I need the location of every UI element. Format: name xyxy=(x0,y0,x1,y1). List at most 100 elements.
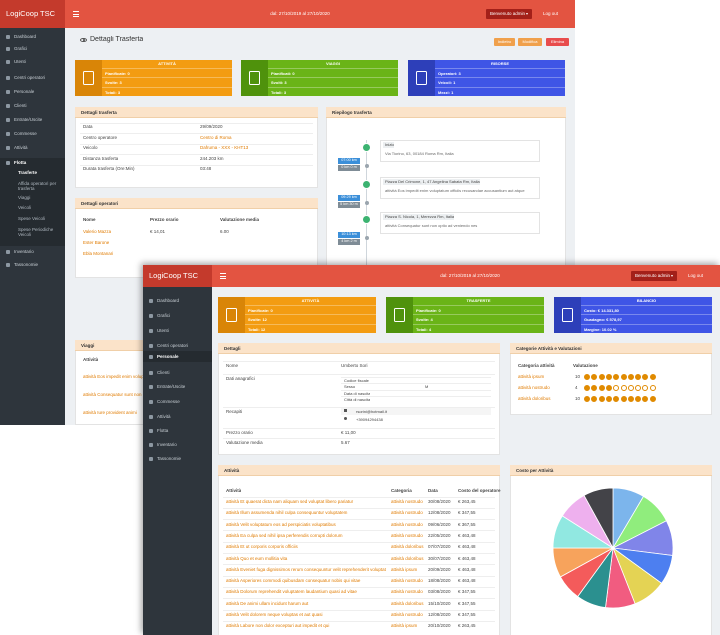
menu-item[interactable]: Attività xyxy=(143,411,212,422)
table-cell[interactable]: attività Et ut corporis corporis officii… xyxy=(226,544,298,550)
menu-toggle[interactable] xyxy=(220,273,226,279)
logo[interactable]: LogiCoop TSC xyxy=(143,265,212,287)
action-button[interactable]: Indietro xyxy=(494,38,515,46)
user-menu[interactable]: Benvenuto admin xyxy=(631,271,677,281)
menu-item[interactable]: Centri operatori xyxy=(0,73,65,83)
menu-item[interactable]: Personale xyxy=(0,87,65,97)
rating-label: 4 xyxy=(575,385,578,390)
table-cell[interactable]: attività Asperiores commodi quibusdam co… xyxy=(226,578,361,584)
menu-item[interactable]: Inventario xyxy=(0,247,65,257)
row-label: Dati anagrafici xyxy=(226,376,255,381)
table-cell[interactable]: attività Et quaerat dicta nam aliquam se… xyxy=(226,499,354,504)
panel-header: Dettagli xyxy=(218,343,500,354)
table-cell[interactable]: attività nostrudo xyxy=(391,612,423,617)
trip-link[interactable]: attività Consequatur sunt non optio xyxy=(83,392,153,397)
menu-toggle[interactable] xyxy=(73,11,79,17)
pie-slice[interactable] xyxy=(583,487,614,549)
menu-item[interactable]: Centri operatori xyxy=(143,340,212,351)
menu-item[interactable]: Clienti xyxy=(0,101,65,111)
table-cell[interactable]: attività De animi ullam incidunt harum a… xyxy=(226,600,309,606)
logout[interactable]: Log out xyxy=(688,273,704,278)
menu-item[interactable]: Attività xyxy=(0,143,65,153)
table-cell[interactable]: Ester Barone xyxy=(83,240,110,245)
rating-dot xyxy=(591,384,598,391)
user-menu[interactable]: Benvenuto admin xyxy=(486,9,532,19)
category-link[interactable]: attività nostrudo xyxy=(518,385,550,390)
menu-item[interactable]: Dashboard xyxy=(0,32,65,42)
table-cell[interactable]: attività Quo et eum mollitia vita xyxy=(226,555,288,561)
menu-item[interactable]: Tassonomie xyxy=(0,260,65,270)
category-link[interactable]: attività doloribus xyxy=(518,396,551,401)
logo[interactable]: LogiCoop TSC xyxy=(0,0,65,28)
row-divider xyxy=(223,598,495,599)
panel-header: Dettagli operatori xyxy=(75,198,318,209)
menu-item[interactable]: Grafici xyxy=(143,310,212,321)
trip-link[interactable]: attività Iure provident animi xyxy=(83,410,137,415)
menu-item[interactable]: Entrate/Uscite xyxy=(0,115,65,125)
submenu-item[interactable]: Trasferte xyxy=(18,170,38,175)
table-cell[interactable]: attività nostrudo xyxy=(391,532,423,538)
action-button[interactable]: Modifica xyxy=(518,38,542,46)
table-cell[interactable]: Valerio Mazza xyxy=(83,229,112,234)
menu-item[interactable]: Personale xyxy=(143,351,212,362)
table-cell[interactable]: attività nostrudo xyxy=(391,510,423,516)
table-header: Categoria attività xyxy=(518,363,555,368)
category-link[interactable]: attività ipsum xyxy=(518,374,545,379)
stat-icon-glyph xyxy=(562,308,573,322)
rating-dot xyxy=(605,373,612,380)
table-cell[interactable]: attività Dolorum reprehendit voluptatem … xyxy=(226,589,357,595)
table-cell[interactable]: attività ipsum xyxy=(391,623,418,629)
menu-item[interactable]: Flotta xyxy=(0,158,65,168)
table-cell[interactable]: attività Velit dolorem neque voluptas et… xyxy=(226,612,323,617)
stat-card-line: Operatori: 3 xyxy=(435,68,565,77)
table-cell[interactable]: attività nostrudo xyxy=(391,521,423,527)
table-cell: 20/09/2020 xyxy=(428,566,451,572)
menu-toggle-bar xyxy=(73,13,79,15)
table-cell[interactable]: Ebla Montanari xyxy=(83,251,114,256)
menu-item[interactable]: Tassonomie xyxy=(143,453,212,464)
menu-item[interactable]: Flotta xyxy=(143,425,212,436)
table-cell[interactable]: attività Illum assumenda nihil culpa con… xyxy=(226,510,348,516)
menu-item[interactable]: Entrate/Uscite xyxy=(143,381,212,392)
submenu-item[interactable]: Veicoli xyxy=(18,205,32,210)
submenu-item[interactable]: Spese Periodiche Veicoli xyxy=(18,227,54,237)
menu-item[interactable]: Inventario xyxy=(143,439,212,450)
submenu-item[interactable]: Viaggi xyxy=(18,195,31,200)
table-cell[interactable]: attività ipsum xyxy=(391,566,418,572)
submenu-item[interactable]: Spese Veicoli xyxy=(18,216,46,221)
menu-item[interactable]: Utenti xyxy=(0,57,65,67)
stat-card-line: Mezzi: 1 xyxy=(435,86,565,96)
menu-item[interactable]: Grafici xyxy=(0,44,65,54)
table-cell: 30/07/2020 xyxy=(428,555,451,561)
row-label: Centro operatore xyxy=(83,134,118,140)
table-cell[interactable]: attività nostrudo xyxy=(391,589,423,595)
action-button[interactable]: Elimina xyxy=(546,38,569,46)
title-icon xyxy=(80,37,87,42)
submenu-item[interactable]: Affida operatori per trasferta xyxy=(18,181,57,191)
table-cell[interactable]: attività nostrudo xyxy=(391,578,423,584)
table-cell[interactable]: attività Eveniet fuga dignissimos rerum … xyxy=(226,566,386,572)
panel-header: Costo per Attività xyxy=(510,465,712,476)
table-cell[interactable]: attività Velit voluptatum eos ad perspic… xyxy=(226,521,336,527)
rating-dot xyxy=(605,384,612,391)
table-cell[interactable]: attività doloribus xyxy=(391,600,424,606)
logout[interactable]: Log out xyxy=(543,11,559,16)
table-cell[interactable]: attività nostrudo xyxy=(391,499,423,504)
table-cell[interactable]: attività doloribus xyxy=(391,555,424,561)
row-value[interactable]: Dafruma - XXX - KHT13 xyxy=(200,145,249,150)
table-cell[interactable]: attività Ea culpa sed nihil ipsa perfere… xyxy=(226,532,343,538)
table-cell[interactable]: attività doloribus xyxy=(391,544,424,550)
table-cell[interactable]: attività Labore non dolor excepturi aut … xyxy=(226,623,330,629)
stat-card-icon xyxy=(386,297,413,333)
rating-dot xyxy=(627,373,634,380)
menu-item[interactable]: Dashboard xyxy=(143,295,212,306)
menu-toggle-bar xyxy=(220,275,226,277)
menu-item[interactable]: Utenti xyxy=(143,325,212,336)
menu-item[interactable]: Commesse xyxy=(143,396,212,407)
menu-item[interactable]: Commesse xyxy=(0,129,65,139)
timeline-dot xyxy=(364,164,369,168)
menu-item[interactable]: Clienti xyxy=(143,367,212,378)
row-divider xyxy=(223,361,495,362)
table-cell: € 263,45 xyxy=(458,499,476,504)
row-value[interactable]: Centro di Roma xyxy=(200,134,232,140)
